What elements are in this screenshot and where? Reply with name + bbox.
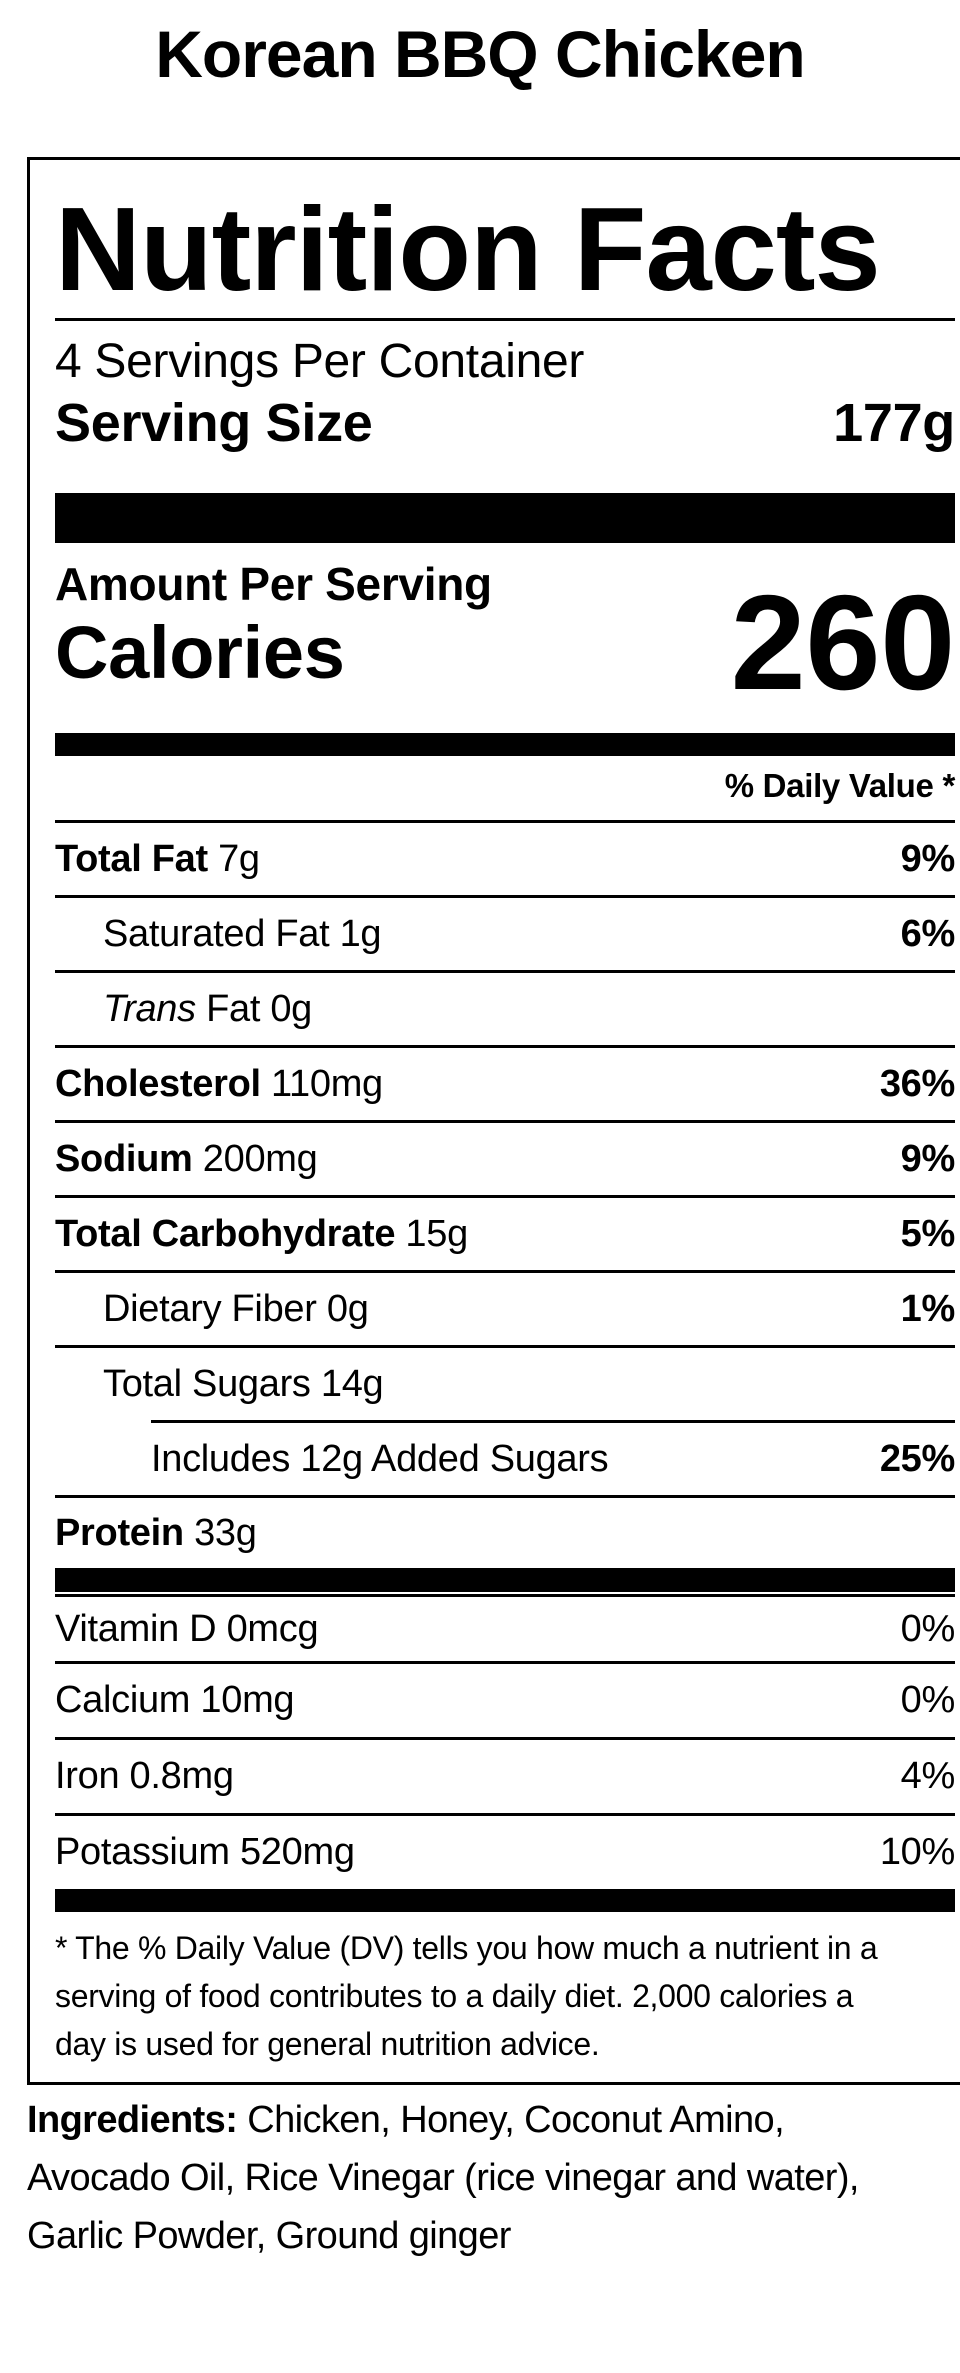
nutrient-daily-value: 25% [879,1437,955,1480]
ingredients-label: Ingredients: [27,2099,238,2141]
vitamin-row-iron: Iron 0.8mg 4% [55,1740,955,1816]
separator-bar-footnote [55,1889,955,1912]
calories-value: 260 [730,567,956,718]
nutrient-row-sodium: Sodium 200mg 9% [55,1123,955,1198]
nutrient-label: Cholesterol 110mg [55,1062,383,1105]
nutrient-daily-value: 6% [900,912,956,955]
vitamin-section-top-rule [55,1594,955,1597]
daily-value-footnote: * The % Daily Value (DV) tells you how m… [55,1924,955,2068]
daily-value-divider [55,820,955,823]
vitamin-daily-value: 10% [879,1831,955,1873]
nutrient-daily-value: 5% [900,1212,956,1255]
nutrient-label: Trans Fat 0g [103,987,313,1030]
servings-per-container: 4 Servings Per Container [55,335,585,388]
serving-size-row: Serving Size 177g [55,391,955,456]
recipe-title: Korean BBQ Chicken [155,17,805,91]
vitamin-row-calcium: Calcium 10mg 0% [55,1664,955,1740]
serving-size-value: 177g [833,393,955,453]
nutrient-row-cholesterol: Cholesterol 110mg 36% [55,1048,955,1123]
vitamin-daily-value: 4% [900,1755,956,1797]
ingredients-line: Avocado Oil, Rice Vinegar (rice vinegar … [27,2157,859,2199]
nutrient-row-saturated-fat: Saturated Fat 1g 6% [55,898,955,973]
footnote-line: serving of food contributes to a daily d… [55,1978,854,2014]
nutrient-row-protein: Protein 33g [55,1498,955,1568]
vitamin-label: Calcium 10mg [55,1679,295,1721]
vitamin-daily-value: 0% [900,1679,956,1721]
separator-bar-protein [55,1568,955,1592]
nutrient-label: Protein 33g [55,1511,257,1554]
separator-gap [55,1592,955,1594]
ingredients-section: Ingredients: Chicken, Honey, Coconut Ami… [27,2091,937,2265]
vitamin-label: Potassium 520mg [55,1831,355,1873]
vitamin-daily-value: 0% [900,1607,956,1650]
nutrient-label: Dietary Fiber 0g [103,1287,369,1330]
nutrient-row-total-sugars: Total Sugars 14g [55,1348,955,1420]
daily-value-header: % Daily Value * [724,767,956,804]
heading-divider [55,318,955,321]
nutrient-daily-value: 9% [900,1137,956,1180]
nutrient-label: Saturated Fat 1g [103,912,382,955]
nutrient-daily-value: 36% [879,1062,955,1105]
amount-per-serving-label: Amount Per Serving [55,558,492,610]
vitamin-row-potassium: Potassium 520mg 10% [55,1816,955,1889]
separator-bar-medium [55,733,955,756]
ingredients-line: Garlic Powder, Ground ginger [27,2215,511,2257]
nutrition-facts-heading: Nutrition Facts [55,183,881,316]
calories-section: Amount Per Serving Calories 260 [55,557,955,714]
nutrient-daily-value: 1% [900,1287,956,1330]
nutrient-row-dietary-fiber: Dietary Fiber 0g 1% [55,1273,955,1348]
nutrient-row-total-fat: Total Fat 7g 9% [55,823,955,898]
nutrient-label: Total Carbohydrate 15g [55,1212,468,1255]
nutrient-label: Sodium 200mg [55,1137,318,1180]
nutrient-label: Includes 12g Added Sugars [151,1437,609,1480]
nutrient-row-added-sugars: Includes 12g Added Sugars 25% [55,1423,955,1498]
vitamin-label: Vitamin D 0mcg [55,1607,319,1650]
nutrient-label: Total Fat 7g [55,837,260,880]
vitamin-label: Iron 0.8mg [55,1755,234,1797]
separator-bar-thick [55,493,955,543]
footnote-line: * The % Daily Value (DV) tells you how m… [55,1930,878,1966]
added-sugars-divider [151,1420,955,1423]
vitamin-row-vitamin-d: Vitamin D 0mcg 0% [55,1597,955,1664]
nutrient-row-trans-fat: Trans Fat 0g [55,973,955,1048]
serving-size-label: Serving Size [55,393,373,453]
nutrient-row-total-carbohydrate: Total Carbohydrate 15g 5% [55,1198,955,1273]
footnote-line: day is used for general nutrition advice… [55,2026,600,2062]
nutrient-daily-value: 9% [900,837,956,880]
calories-label: Calories [55,611,345,694]
nutrition-label: Nutrition Facts 4 Servings Per Container… [27,157,960,2085]
ingredients-line: Ingredients: Chicken, Honey, Coconut Ami… [27,2099,785,2141]
nutrient-label: Total Sugars 14g [103,1362,384,1405]
